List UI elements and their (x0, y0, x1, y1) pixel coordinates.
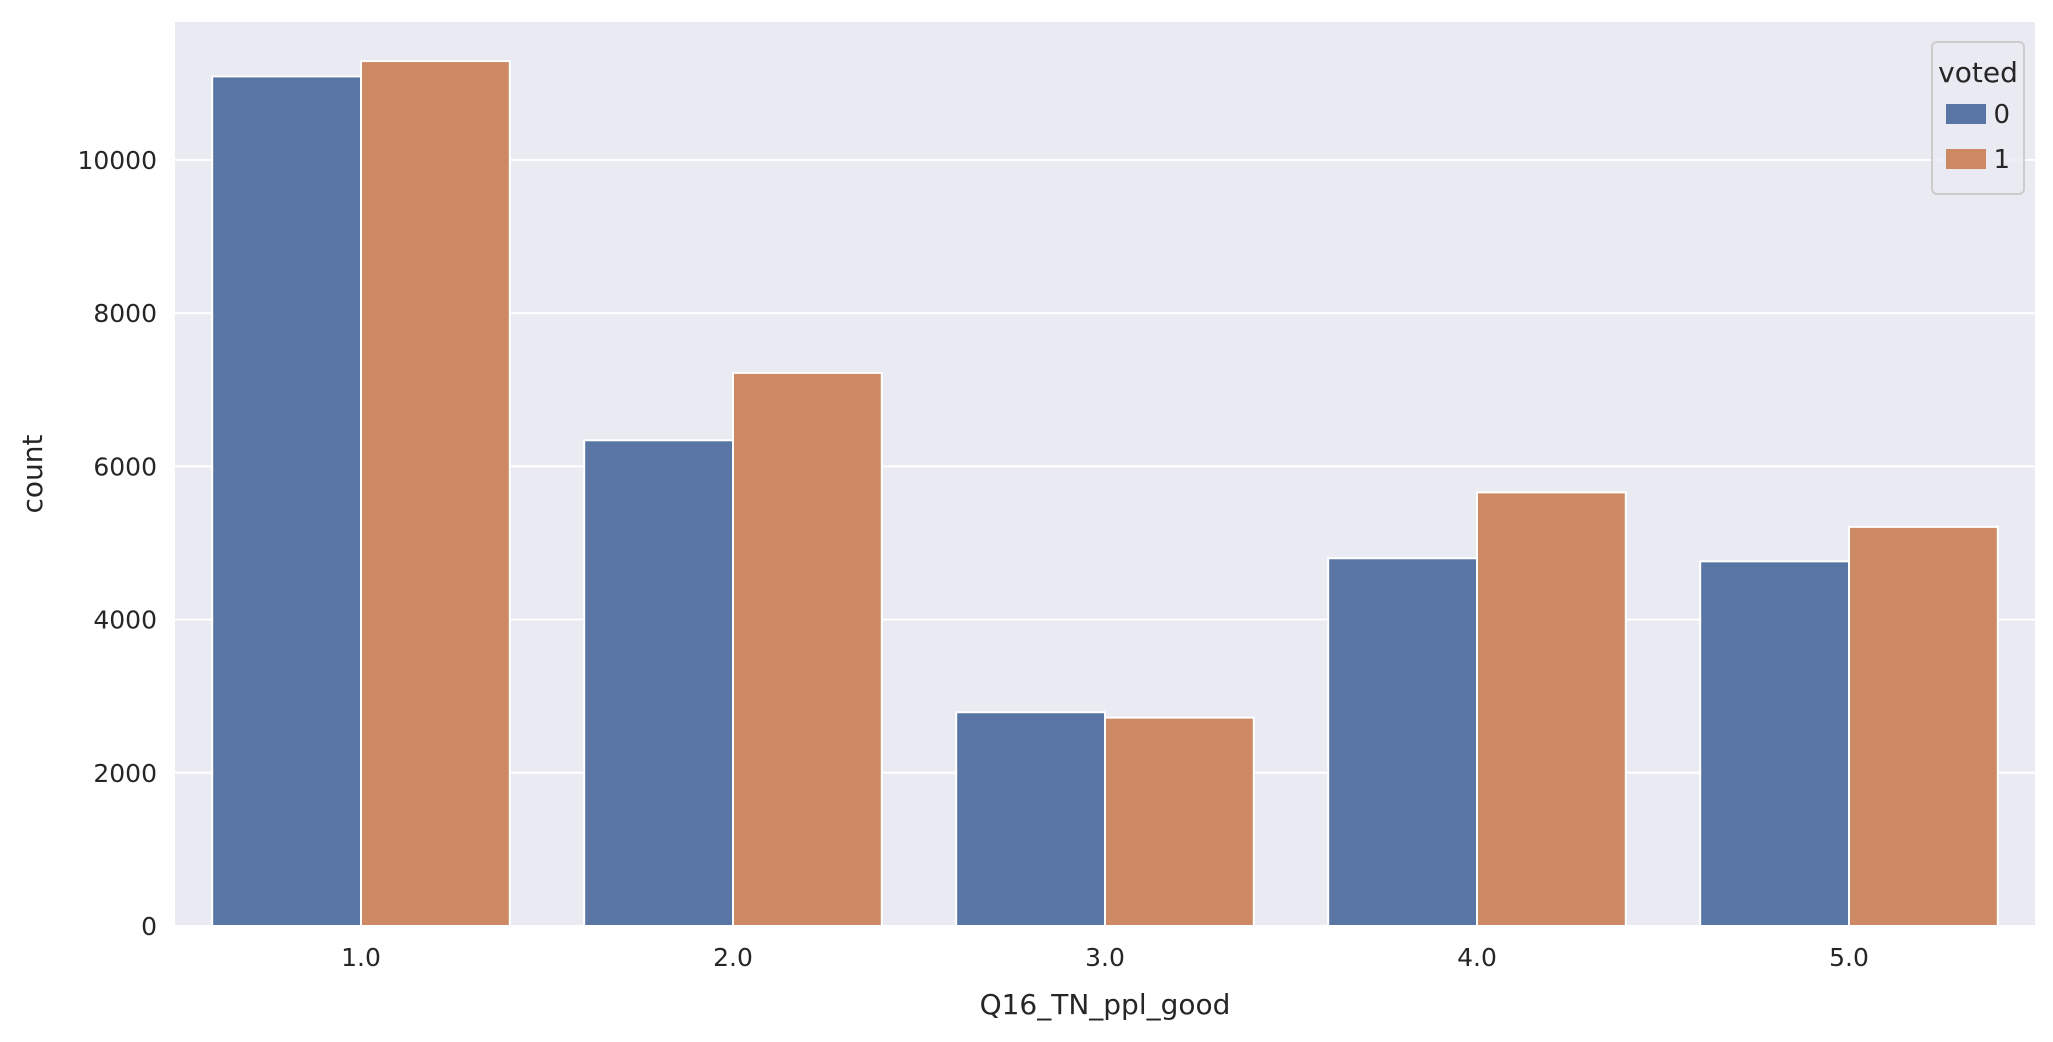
bar-voted-1-cat-3.0 (1104, 716, 1255, 928)
x-axis-ticks: 1.0 2.0 3.0 4.0 5.0 (341, 943, 1869, 972)
y-tick-label: 8000 (93, 299, 157, 328)
legend: voted 01 (1931, 41, 2025, 195)
bar-voted-0-cat-5.0 (1699, 560, 1850, 927)
y-tick-label: 6000 (93, 452, 157, 481)
y-axis-label: count (16, 434, 49, 513)
bar-voted-0-cat-4.0 (1327, 557, 1478, 927)
legend-label-1: 1 (1993, 145, 2010, 175)
y-tick-label: 10000 (77, 146, 157, 175)
x-axis-label: Q16_TN_ppl_good (980, 988, 1231, 1021)
bar-voted-1-cat-5.0 (1848, 525, 1999, 927)
bar-voted-1-cat-2.0 (732, 371, 883, 927)
x-tick-label: 1.0 (341, 943, 381, 972)
legend-label-0: 0 (1993, 100, 2010, 130)
x-tick-label: 4.0 (1457, 943, 1497, 972)
bar-voted-0-cat-3.0 (955, 711, 1107, 927)
legend-swatch-1 (1946, 149, 1986, 169)
x-tick-label: 3.0 (1085, 943, 1125, 972)
bar-voted-0-cat-2.0 (583, 439, 735, 927)
bar-voted-1-cat-4.0 (1476, 491, 1627, 927)
bar-voted-1-cat-1.0 (360, 60, 511, 928)
x-tick-label: 5.0 (1829, 943, 1869, 972)
y-axis-ticks: 0 2000 4000 6000 8000 10000 (77, 146, 157, 941)
legend-title: voted (1938, 56, 2018, 89)
x-tick-label: 2.0 (713, 943, 753, 972)
bar-voted-0-cat-1.0 (211, 75, 362, 927)
y-tick-label: 0 (141, 912, 157, 941)
y-tick-label: 2000 (93, 759, 157, 788)
bars (211, 60, 1999, 928)
y-tick-label: 4000 (93, 606, 157, 635)
legend-swatch-0 (1946, 104, 1986, 124)
legend-items: 01 (1946, 100, 2010, 175)
